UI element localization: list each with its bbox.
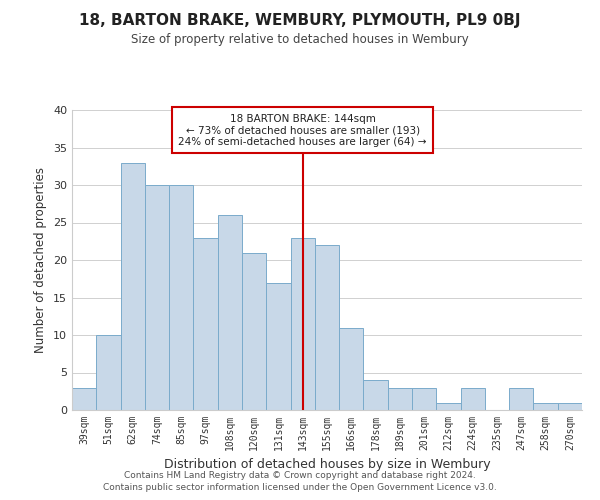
- Bar: [339, 328, 364, 410]
- Bar: [436, 402, 461, 410]
- Bar: [242, 252, 266, 410]
- Bar: [509, 388, 533, 410]
- Bar: [96, 335, 121, 410]
- Bar: [412, 388, 436, 410]
- Y-axis label: Number of detached properties: Number of detached properties: [34, 167, 47, 353]
- Bar: [461, 388, 485, 410]
- Bar: [290, 238, 315, 410]
- Bar: [72, 388, 96, 410]
- Bar: [558, 402, 582, 410]
- Text: 18, BARTON BRAKE, WEMBURY, PLYMOUTH, PL9 0BJ: 18, BARTON BRAKE, WEMBURY, PLYMOUTH, PL9…: [79, 12, 521, 28]
- Bar: [145, 185, 169, 410]
- Bar: [121, 162, 145, 410]
- X-axis label: Distribution of detached houses by size in Wembury: Distribution of detached houses by size …: [164, 458, 490, 471]
- Bar: [388, 388, 412, 410]
- Text: Contains HM Land Registry data © Crown copyright and database right 2024.: Contains HM Land Registry data © Crown c…: [124, 471, 476, 480]
- Bar: [193, 238, 218, 410]
- Bar: [533, 402, 558, 410]
- Text: Size of property relative to detached houses in Wembury: Size of property relative to detached ho…: [131, 32, 469, 46]
- Bar: [169, 185, 193, 410]
- Text: 18 BARTON BRAKE: 144sqm
← 73% of detached houses are smaller (193)
24% of semi-d: 18 BARTON BRAKE: 144sqm ← 73% of detache…: [178, 114, 427, 147]
- Bar: [315, 245, 339, 410]
- Bar: [218, 215, 242, 410]
- Text: Contains public sector information licensed under the Open Government Licence v3: Contains public sector information licen…: [103, 484, 497, 492]
- Bar: [364, 380, 388, 410]
- Bar: [266, 282, 290, 410]
